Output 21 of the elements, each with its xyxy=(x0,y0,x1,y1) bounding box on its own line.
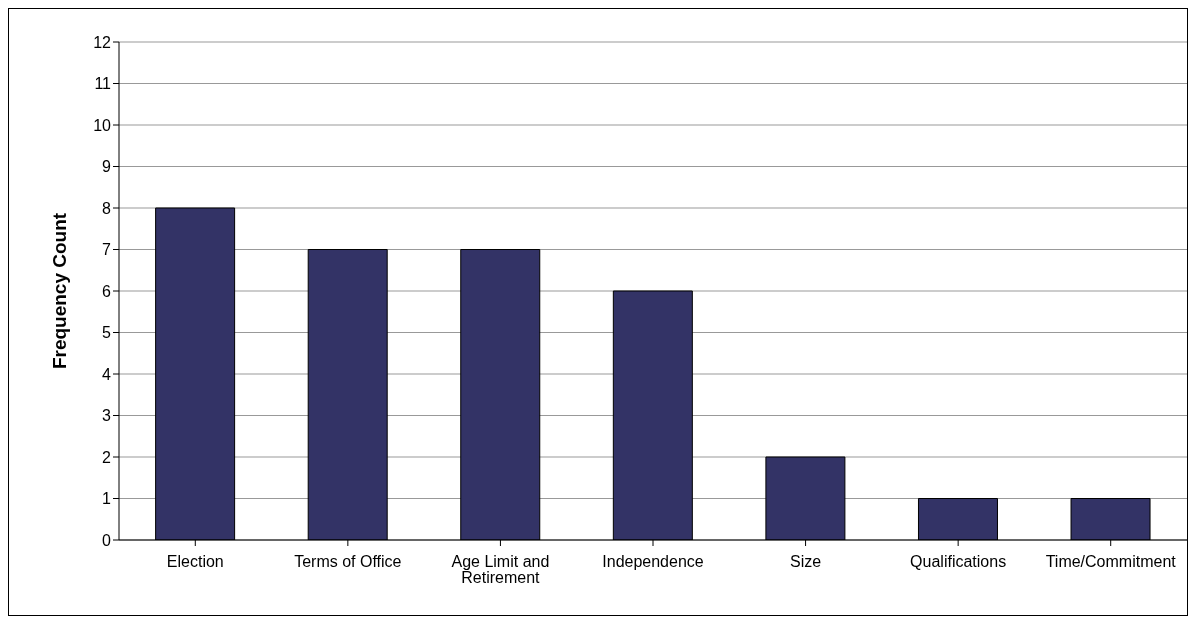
x-tick-label: Age Limit and Retirement xyxy=(451,553,550,587)
x-tick-label: Independence xyxy=(602,553,704,571)
x-tick-label: Time/Commitment xyxy=(1045,553,1177,571)
x-tick-label: Election xyxy=(166,553,224,571)
y-tick-label: 0 xyxy=(102,531,112,549)
y-tick-label: 11 xyxy=(94,75,112,93)
y-tick-label: 6 xyxy=(102,282,112,300)
y-tick-label: 10 xyxy=(93,116,112,134)
y-axis-title: Frequency Count xyxy=(48,212,70,370)
y-tick-label: 7 xyxy=(102,241,112,259)
y-tick-label: 8 xyxy=(102,199,112,217)
x-tick-label: Size xyxy=(790,553,822,571)
y-tick-label: 3 xyxy=(102,407,112,425)
y-tick-label: 9 xyxy=(102,158,112,176)
y-tick-label: 2 xyxy=(102,448,112,466)
y-tick-label: 4 xyxy=(102,365,112,383)
y-tick-label: 1 xyxy=(102,490,112,508)
y-tick-label: 5 xyxy=(102,324,112,342)
x-tick-label: Qualifications xyxy=(910,553,1007,571)
x-tick-label: Terms of Office xyxy=(294,553,402,571)
y-tick-label: 12 xyxy=(93,33,112,51)
